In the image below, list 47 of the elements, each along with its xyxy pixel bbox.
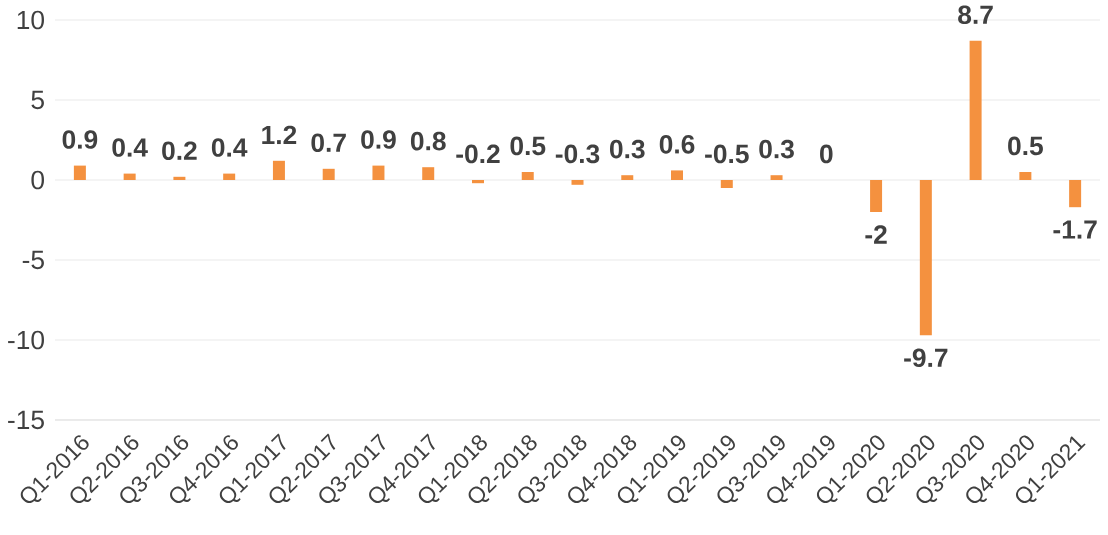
bar xyxy=(73,165,86,180)
bar xyxy=(870,180,883,212)
data-label: 0.3 xyxy=(759,139,794,159)
y-tick-label: 10 xyxy=(17,10,44,30)
bar xyxy=(223,173,236,180)
bar xyxy=(521,172,534,180)
bar xyxy=(671,170,684,180)
data-label: 1.2 xyxy=(262,125,297,145)
data-label: 0.5 xyxy=(510,136,546,156)
bar xyxy=(123,173,136,180)
y-tick-label: -10 xyxy=(8,330,44,350)
bar xyxy=(770,175,783,180)
data-label: -1.7 xyxy=(1053,220,1097,239)
bar xyxy=(969,40,982,180)
bar xyxy=(919,180,932,336)
bar xyxy=(173,176,186,180)
bar xyxy=(322,168,335,180)
data-label: 0.4 xyxy=(112,138,148,157)
bar xyxy=(571,180,584,185)
bar xyxy=(372,165,385,180)
data-label: 0.2 xyxy=(162,141,197,161)
bar xyxy=(720,180,733,188)
data-label: 0.9 xyxy=(62,130,98,149)
bar xyxy=(422,167,435,180)
data-label: 0.6 xyxy=(659,134,695,154)
data-label: 0.8 xyxy=(410,131,446,151)
data-label: -9.7 xyxy=(904,348,948,368)
data-label: -0.3 xyxy=(555,144,600,164)
data-label: 0.5 xyxy=(1008,136,1043,156)
data-label: 8.7 xyxy=(958,5,993,25)
bar xyxy=(471,180,484,184)
data-label: 0.3 xyxy=(609,139,645,159)
y-tick-label: 5 xyxy=(31,90,44,110)
data-label: 0.7 xyxy=(311,133,346,153)
y-tick-label: -5 xyxy=(22,250,44,270)
data-label: 0.4 xyxy=(211,138,248,157)
data-label: 0 xyxy=(820,144,833,164)
y-tick-label: -15 xyxy=(8,410,44,430)
bar xyxy=(1069,180,1082,208)
data-label: -2 xyxy=(865,225,887,244)
bar xyxy=(621,175,634,180)
bar xyxy=(1019,172,1032,180)
y-tick-label: 0 xyxy=(31,170,44,190)
data-label: 0.9 xyxy=(361,130,396,149)
data-label: -0.2 xyxy=(456,144,500,164)
data-label: -0.5 xyxy=(705,144,749,164)
bar xyxy=(272,160,285,180)
